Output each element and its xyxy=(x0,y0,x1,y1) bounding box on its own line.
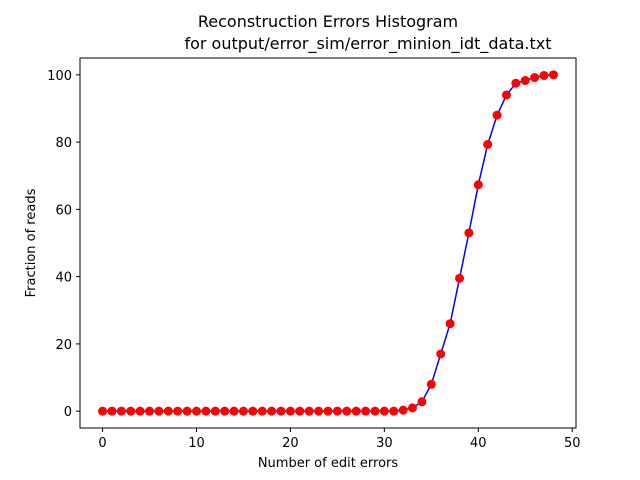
data-point xyxy=(464,228,474,238)
data-point xyxy=(539,70,549,80)
data-point xyxy=(257,406,267,416)
data-point xyxy=(445,319,455,329)
data-point xyxy=(135,406,145,416)
data-point xyxy=(455,273,465,283)
chart-title-line2: for output/error_sim/error_minion_idt_da… xyxy=(184,34,551,54)
data-point xyxy=(370,406,380,416)
data-point xyxy=(295,406,305,416)
data-point xyxy=(248,406,258,416)
data-point xyxy=(276,406,286,416)
data-point xyxy=(389,406,399,416)
data-point xyxy=(229,406,239,416)
data-point xyxy=(267,406,277,416)
data-point xyxy=(323,406,333,416)
data-point xyxy=(379,406,389,416)
data-point xyxy=(191,406,201,416)
x-tick-label: 10 xyxy=(188,436,205,451)
y-tick-label: 0 xyxy=(64,405,72,420)
y-tick-label: 100 xyxy=(47,69,72,84)
data-point xyxy=(408,403,418,413)
data-point xyxy=(398,405,408,415)
data-point xyxy=(314,406,324,416)
data-point xyxy=(210,406,220,416)
data-point xyxy=(98,406,108,416)
data-point xyxy=(201,406,211,416)
x-tick-label: 20 xyxy=(282,436,299,451)
data-point xyxy=(332,406,342,416)
data-point xyxy=(304,406,314,416)
data-point xyxy=(220,406,230,416)
data-point xyxy=(492,110,502,120)
data-point xyxy=(182,406,192,416)
y-axis-ticks: 0 20 40 60 80 100 xyxy=(47,69,80,420)
y-tick-label: 40 xyxy=(55,271,72,286)
data-point xyxy=(163,406,173,416)
plot-area xyxy=(79,57,577,429)
data-point xyxy=(530,73,540,83)
y-tick-label: 60 xyxy=(55,203,72,218)
x-tick-label: 30 xyxy=(376,436,393,451)
data-point xyxy=(483,139,493,149)
data-point xyxy=(436,349,446,359)
data-point xyxy=(342,406,352,416)
data-point xyxy=(417,397,427,407)
series-markers xyxy=(98,70,558,416)
series-line xyxy=(102,74,554,412)
y-tick-label: 20 xyxy=(55,338,72,353)
data-point xyxy=(351,406,361,416)
chart-title-line1: Reconstruction Errors Histogram xyxy=(198,12,458,31)
data-point xyxy=(107,406,117,416)
x-axis-ticks: 0 10 20 30 40 50 xyxy=(98,428,581,451)
x-tick-label: 50 xyxy=(564,436,581,451)
data-point xyxy=(238,406,248,416)
x-tick-label: 0 xyxy=(98,436,106,451)
x-axis-label: Number of edit errors xyxy=(258,456,399,471)
x-tick-label: 40 xyxy=(470,436,487,451)
data-point xyxy=(511,78,521,88)
data-point xyxy=(173,406,183,416)
data-point xyxy=(116,406,126,416)
data-point xyxy=(520,76,530,86)
data-point xyxy=(426,379,436,389)
data-point xyxy=(285,406,295,416)
y-axis-label: Fraction of reads xyxy=(24,188,39,297)
data-point xyxy=(361,406,371,416)
data-point xyxy=(501,90,511,100)
data-point xyxy=(126,406,136,416)
data-point xyxy=(145,406,155,416)
data-point xyxy=(473,180,483,190)
y-tick-label: 80 xyxy=(55,136,72,151)
data-point xyxy=(154,406,164,416)
data-point xyxy=(548,70,558,80)
